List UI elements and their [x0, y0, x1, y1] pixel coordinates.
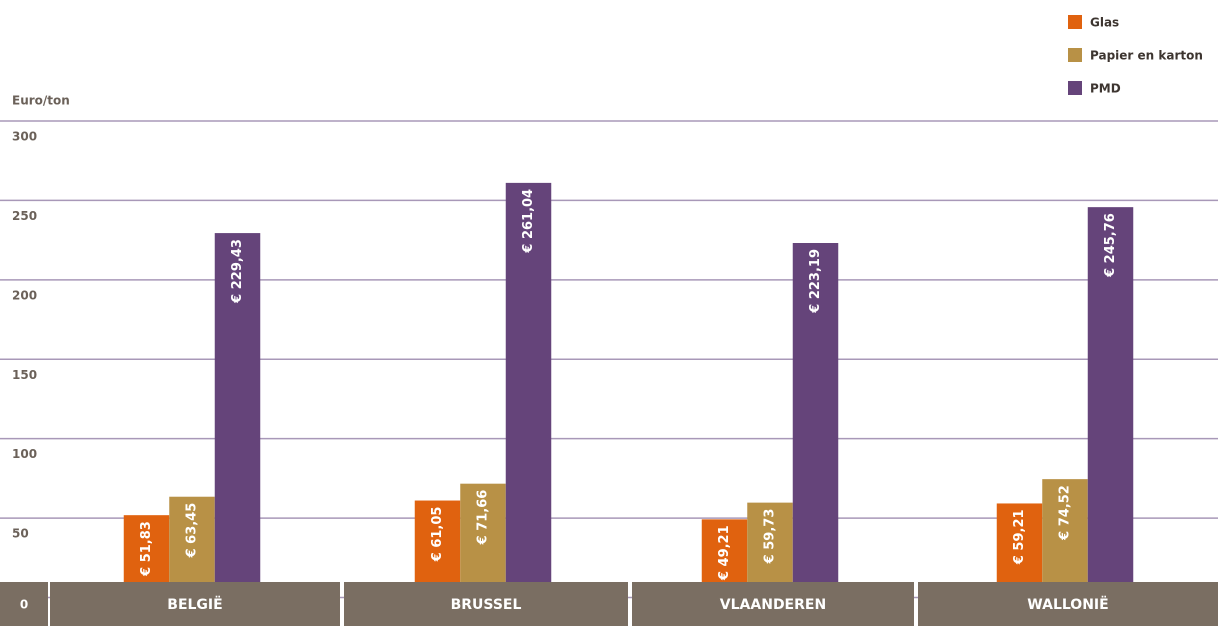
y-tick-label: 200 — [12, 288, 37, 302]
category-band — [632, 582, 914, 626]
bar — [1087, 207, 1134, 598]
y-tick-label: 100 — [12, 447, 37, 461]
y-tick-label: 0 — [20, 598, 28, 612]
value-label: € 245,76 — [1103, 213, 1118, 278]
value-label: € 63,45 — [185, 503, 200, 559]
bar — [1042, 479, 1088, 598]
x-tick-label: BRUSSEL — [451, 597, 522, 613]
bar — [214, 233, 261, 598]
value-label: € 51,83 — [139, 521, 154, 577]
value-label: € 59,73 — [763, 509, 778, 565]
value-label: € 261,04 — [521, 189, 536, 254]
legend-swatch — [1068, 81, 1082, 95]
bar — [460, 483, 506, 598]
legend-swatch — [1068, 15, 1082, 29]
value-label: € 229,43 — [230, 239, 245, 304]
category-band — [0, 582, 48, 626]
legend-label: Glas — [1090, 16, 1119, 30]
y-tick-label: 50 — [12, 527, 29, 541]
value-label: € 74,52 — [1058, 485, 1073, 541]
legend-label: PMD — [1090, 82, 1121, 96]
y-tick-label: 300 — [12, 130, 37, 144]
x-tick-label: BELGIË — [167, 596, 222, 613]
value-label: € 71,66 — [476, 490, 491, 546]
y-tick-label: 250 — [12, 209, 37, 223]
category-band — [50, 582, 340, 626]
value-label: € 59,21 — [1012, 509, 1027, 565]
bar — [169, 496, 215, 598]
value-label: € 223,19 — [808, 249, 823, 314]
category-band — [344, 582, 628, 626]
category-band — [918, 582, 1218, 626]
value-label: € 49,21 — [717, 525, 732, 581]
legend-swatch — [1068, 48, 1082, 62]
y-tick-label: 150 — [12, 368, 37, 382]
bar — [792, 242, 839, 598]
bar — [996, 503, 1043, 598]
legend-label: Papier en karton — [1090, 49, 1203, 63]
y-axis-label: Euro/ton — [12, 94, 70, 108]
bar — [747, 502, 793, 598]
bar — [505, 182, 552, 598]
x-tick-label: VLAANDEREN — [720, 597, 826, 613]
x-tick-label: WALLONIË — [1027, 596, 1108, 613]
bar — [414, 500, 461, 598]
value-label: € 61,05 — [430, 507, 445, 563]
